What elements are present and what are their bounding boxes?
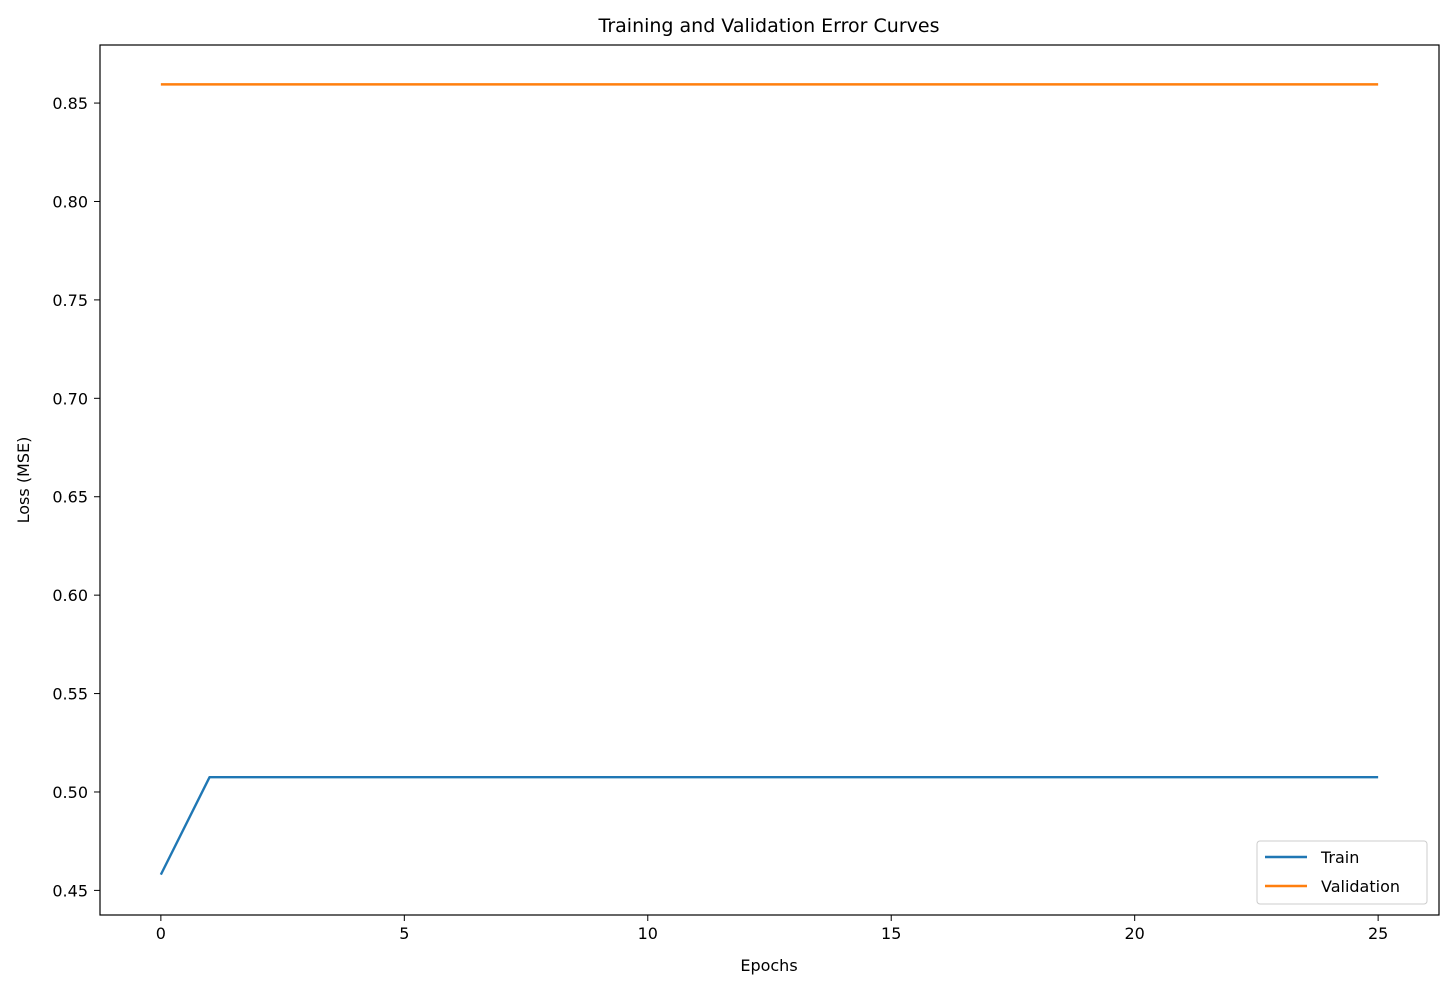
y-axis: 0.45 0.50 0.55 0.60 0.65 0.70 0.75 0.80 0.85 bbox=[52, 94, 100, 900]
y-tick-label: 0.80 bbox=[52, 192, 88, 211]
y-tick-label: 0.60 bbox=[52, 586, 88, 605]
x-axis-title: Epochs bbox=[740, 956, 797, 975]
y-tick-label: 0.55 bbox=[52, 685, 88, 704]
y-tick-label: 0.50 bbox=[52, 783, 88, 802]
x-tick-label: 15 bbox=[881, 924, 901, 943]
y-tick-label: 0.65 bbox=[52, 488, 88, 507]
x-tick-label: 25 bbox=[1368, 924, 1388, 943]
y-axis-title: Loss (MSE) bbox=[14, 437, 33, 524]
y-tick-label: 0.70 bbox=[52, 389, 88, 408]
x-tick-label: 0 bbox=[156, 924, 166, 943]
plot-area bbox=[100, 45, 1439, 915]
chart-title: Training and Validation Error Curves bbox=[598, 15, 940, 37]
x-tick-label: 5 bbox=[399, 924, 409, 943]
series-line-train bbox=[159, 776, 1379, 876]
x-tick-label: 10 bbox=[638, 924, 658, 943]
series-lines bbox=[159, 83, 1379, 876]
y-tick-label: 0.85 bbox=[52, 94, 88, 113]
legend-label-train: Train bbox=[1320, 848, 1359, 867]
legend: Train Validation bbox=[1256, 840, 1428, 905]
legend-label-validation: Validation bbox=[1321, 877, 1400, 896]
y-tick-label: 0.45 bbox=[52, 881, 88, 900]
y-tick-label: 0.75 bbox=[52, 291, 88, 310]
x-tick-label: 20 bbox=[1125, 924, 1145, 943]
x-axis: 0 5 10 15 20 25 bbox=[156, 915, 1388, 943]
plot-frame bbox=[99, 44, 1440, 916]
